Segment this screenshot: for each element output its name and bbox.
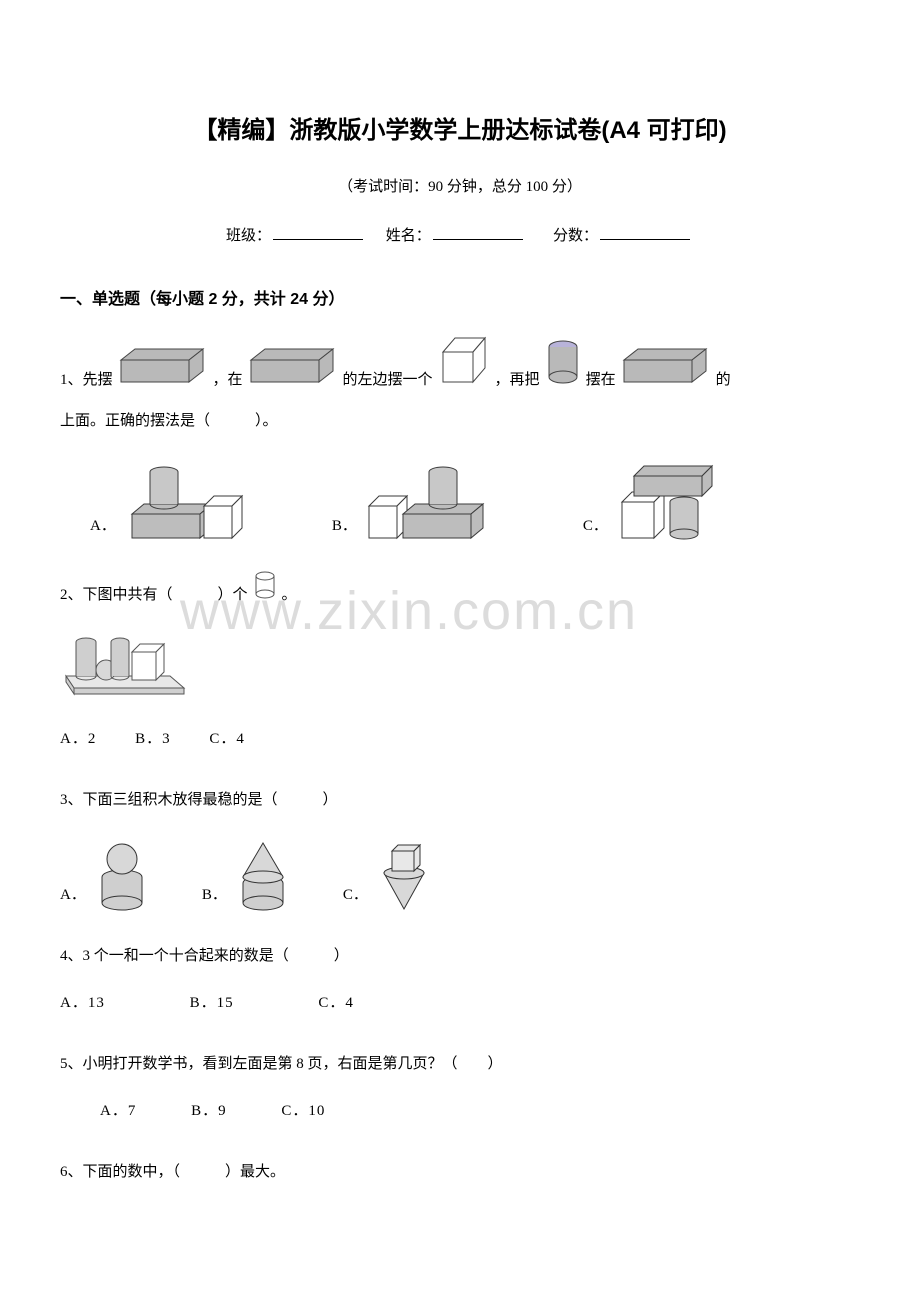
q6-text: 6、下面的数中，（ ）最大。: [60, 1156, 860, 1189]
name-label: 姓名：: [386, 228, 431, 244]
q1-optA-label: A．: [90, 510, 116, 543]
q2-opt-a: A．2: [60, 731, 96, 747]
class-blank: [273, 226, 363, 240]
question-5: 5、小明打开数学书，看到左面是第 8 页，右面是第几页？（ ） A．7 B．9 …: [60, 1048, 860, 1128]
q1-t4: ，再把: [495, 364, 540, 397]
question-6: 6、下面的数中，（ ）最大。: [60, 1156, 860, 1189]
q4-opt-b: B．15: [190, 995, 234, 1011]
cylinder-icon: [546, 340, 580, 397]
q1-options: A． B．: [90, 458, 860, 543]
q2-options: A．2 B．3 C．4: [60, 723, 860, 756]
q3-optC-label: C．: [343, 879, 368, 912]
q1-opt-b: B．: [332, 458, 503, 543]
question-1: 1、先摆 ，在 的左边摆一个 ，再把 摆在: [60, 334, 860, 543]
q5-options: A．7 B．9 C．10: [60, 1095, 860, 1128]
q3-figA-icon: [92, 837, 152, 912]
q1-line2: 上面。正确的摆法是（ ）。: [60, 405, 860, 438]
q3-text: 3、下面三组积木放得最稳的是（ ）: [60, 784, 860, 817]
question-4: 4、3 个一和一个十合起来的数是（ ） A．13 B．15 C．4: [60, 940, 860, 1020]
cuboid-icon: [622, 346, 710, 397]
question-2: 2、下图中共有（ ）个 。: [60, 571, 860, 756]
q2-text-b: 。: [282, 579, 297, 612]
question-3: 3、下面三组积木放得最稳的是（ ） A． B．: [60, 784, 860, 912]
q3-options: A． B．: [60, 837, 860, 912]
small-cylinder-icon: [254, 571, 276, 612]
score-label: 分数：: [553, 228, 598, 244]
name-blank: [433, 226, 523, 240]
score-blank: [600, 226, 690, 240]
q1-figB-icon: [363, 458, 503, 543]
q3-opt-a: A．: [60, 837, 152, 912]
q1-t6: 的: [716, 364, 731, 397]
section-1-heading: 一、单选题（每小题 2 分，共计 24 分）: [60, 285, 860, 309]
q5-text: 5、小明打开数学书，看到左面是第 8 页，右面是第几页？（ ）: [60, 1048, 860, 1081]
q2-opt-c: C．4: [209, 731, 245, 747]
q1-optC-label: C．: [583, 510, 608, 543]
q3-opt-c: C．: [343, 837, 434, 912]
class-label: 班级：: [226, 228, 271, 244]
q3-optA-label: A．: [60, 879, 86, 912]
cube-icon: [439, 334, 489, 397]
q5-opt-a: A．7: [100, 1103, 136, 1119]
q1-t5: 摆在: [586, 364, 616, 397]
q3-opt-b: B．: [202, 837, 293, 912]
q1-optB-label: B．: [332, 510, 357, 543]
page-title: 【精编】浙教版小学数学上册达标试卷(A4 可打印): [60, 110, 860, 145]
q4-opt-c: C．4: [318, 995, 354, 1011]
q3-figC-icon: [374, 837, 434, 912]
q4-text: 4、3 个一和一个十合起来的数是（ ）: [60, 940, 860, 973]
q1-t1: 1、先摆: [60, 364, 113, 397]
q1-figC-icon: [614, 458, 734, 543]
q3-figB-icon: [233, 837, 293, 912]
q4-options: A．13 B．15 C．4: [60, 987, 860, 1020]
q5-opt-c: C．10: [281, 1103, 325, 1119]
q5-opt-b: B．9: [191, 1103, 227, 1119]
info-line: 班级： 姓名： 分数：: [60, 224, 860, 245]
q1-opt-c: C．: [583, 458, 734, 543]
q3-optB-label: B．: [202, 879, 227, 912]
cuboid-icon: [119, 346, 207, 397]
q2-opt-b: B．3: [135, 731, 171, 747]
q2-figure-icon: [60, 624, 190, 696]
q1-figA-icon: [122, 458, 252, 543]
q2-text-a: 2、下图中共有（ ）个: [60, 579, 248, 612]
cuboid-icon: [249, 346, 337, 397]
exam-subtitle: （考试时间：90 分钟，总分 100 分）: [60, 175, 860, 196]
q1-t3: 的左边摆一个: [343, 364, 433, 397]
q4-opt-a: A．13: [60, 995, 105, 1011]
q1-t2: ，在: [213, 364, 243, 397]
q1-opt-a: A．: [90, 458, 252, 543]
